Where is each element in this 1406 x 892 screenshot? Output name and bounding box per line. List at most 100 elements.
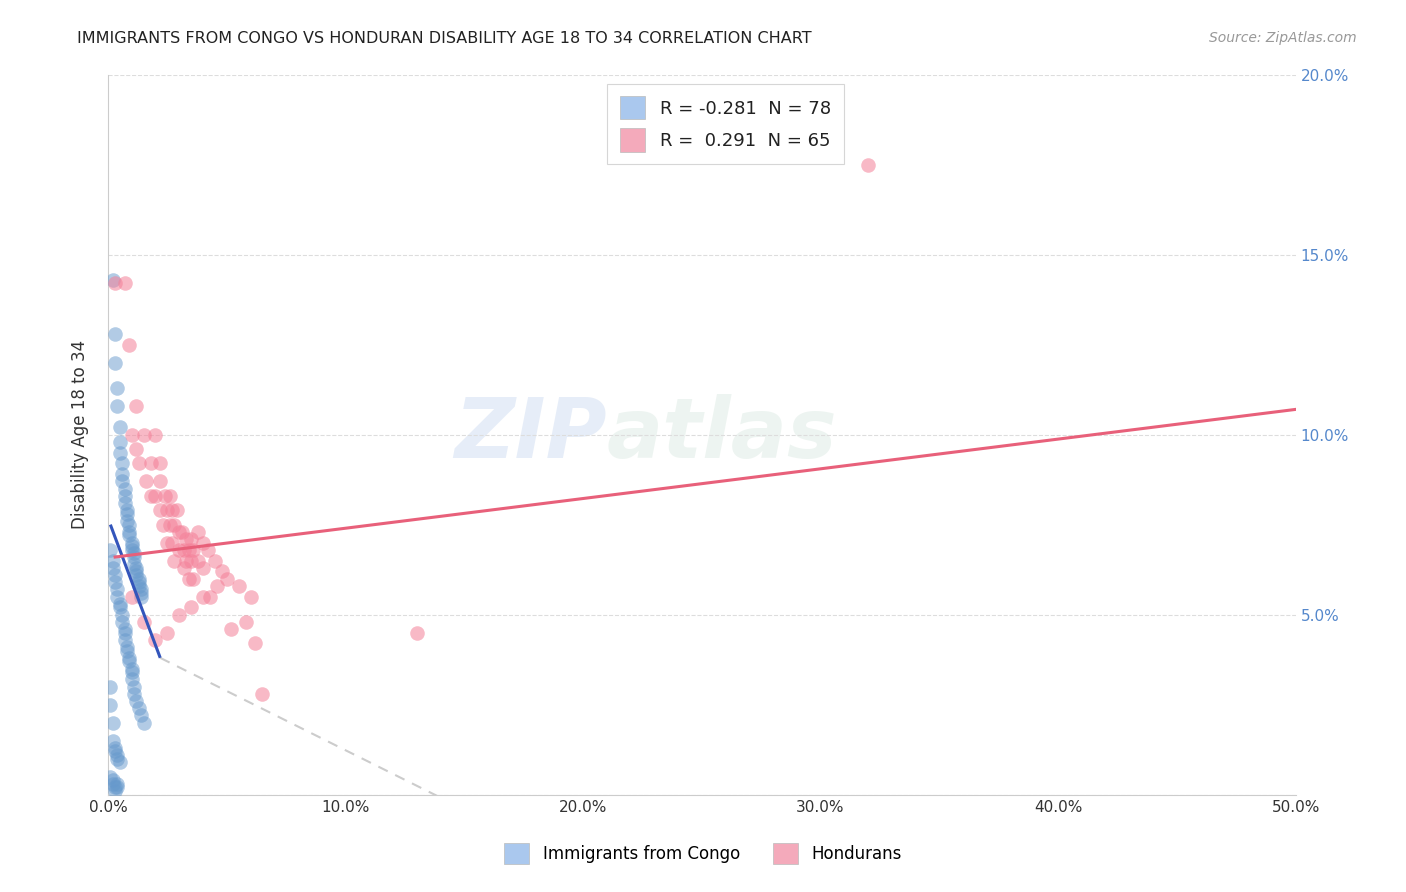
Point — [163, 554, 186, 568]
Point — [252, 687, 274, 701]
Point — [114, 625, 136, 640]
Point — [405, 625, 427, 640]
Point — [115, 514, 138, 528]
Point — [111, 467, 134, 482]
Point — [173, 561, 195, 575]
Point — [98, 698, 121, 712]
Text: atlas: atlas — [607, 394, 838, 475]
Point — [125, 561, 148, 575]
Point — [129, 590, 152, 604]
Point — [156, 503, 179, 517]
Point — [207, 579, 229, 593]
Point — [118, 655, 141, 669]
Point — [197, 542, 219, 557]
Point — [122, 687, 145, 701]
Point — [101, 777, 124, 791]
Text: IMMIGRANTS FROM CONGO VS HONDURAN DISABILITY AGE 18 TO 34 CORRELATION CHART: IMMIGRANTS FROM CONGO VS HONDURAN DISABI… — [77, 31, 811, 46]
Point — [107, 381, 129, 395]
Point — [108, 756, 131, 770]
Point — [107, 780, 129, 795]
Point — [122, 546, 145, 560]
Point — [152, 517, 174, 532]
Point — [111, 615, 134, 629]
Point — [111, 475, 134, 489]
Point — [191, 535, 214, 549]
Point — [122, 680, 145, 694]
Point — [101, 733, 124, 747]
Point — [115, 640, 138, 654]
Y-axis label: Disability Age 18 to 34: Disability Age 18 to 34 — [72, 340, 89, 529]
Point — [104, 780, 127, 795]
Point — [121, 665, 143, 680]
Point — [167, 542, 190, 557]
Legend: Immigrants from Congo, Hondurans: Immigrants from Congo, Hondurans — [498, 837, 908, 871]
Point — [104, 744, 127, 758]
Point — [129, 582, 152, 597]
Point — [107, 777, 129, 791]
Point — [139, 489, 162, 503]
Point — [180, 532, 202, 546]
Point — [176, 554, 198, 568]
Point — [121, 535, 143, 549]
Point — [139, 457, 162, 471]
Point — [118, 528, 141, 542]
Point — [121, 662, 143, 676]
Point — [114, 482, 136, 496]
Point — [118, 651, 141, 665]
Point — [107, 748, 129, 763]
Point — [128, 575, 150, 590]
Point — [135, 475, 157, 489]
Point — [108, 434, 131, 449]
Point — [128, 579, 150, 593]
Point — [122, 549, 145, 564]
Point — [183, 572, 205, 586]
Point — [125, 565, 148, 579]
Point — [132, 715, 155, 730]
Point — [159, 489, 181, 503]
Point — [163, 517, 186, 532]
Point — [128, 701, 150, 715]
Point — [129, 586, 152, 600]
Point — [121, 539, 143, 553]
Point — [856, 157, 879, 171]
Text: Source: ZipAtlas.com: Source: ZipAtlas.com — [1209, 31, 1357, 45]
Point — [115, 643, 138, 657]
Point — [98, 680, 121, 694]
Point — [122, 558, 145, 572]
Point — [111, 457, 134, 471]
Point — [114, 632, 136, 647]
Point — [125, 399, 148, 413]
Point — [104, 568, 127, 582]
Point — [145, 427, 167, 442]
Point — [132, 615, 155, 629]
Point — [160, 503, 183, 517]
Point — [132, 427, 155, 442]
Point — [176, 532, 198, 546]
Point — [118, 517, 141, 532]
Point — [149, 503, 172, 517]
Point — [215, 572, 238, 586]
Point — [115, 503, 138, 517]
Point — [114, 496, 136, 510]
Point — [167, 524, 190, 539]
Point — [111, 607, 134, 622]
Point — [104, 575, 127, 590]
Point — [101, 273, 124, 287]
Point — [228, 579, 250, 593]
Point — [104, 277, 127, 291]
Point — [98, 542, 121, 557]
Point — [167, 607, 190, 622]
Point — [156, 535, 179, 549]
Text: ZIP: ZIP — [454, 394, 607, 475]
Point — [160, 535, 183, 549]
Point — [153, 489, 176, 503]
Point — [177, 542, 200, 557]
Point — [107, 590, 129, 604]
Point — [104, 784, 127, 798]
Point — [125, 442, 148, 456]
Legend: R = -0.281  N = 78, R =  0.291  N = 65: R = -0.281 N = 78, R = 0.291 N = 65 — [607, 84, 844, 164]
Point — [114, 277, 136, 291]
Point — [211, 565, 233, 579]
Point — [149, 475, 172, 489]
Point — [125, 568, 148, 582]
